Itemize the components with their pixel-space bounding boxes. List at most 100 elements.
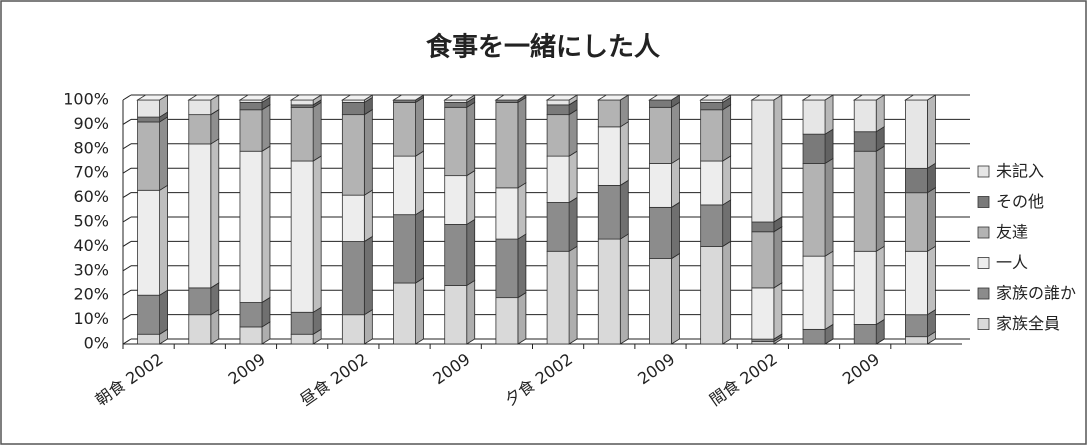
- bar-top: [136, 94, 169, 101]
- bar-top: [801, 94, 835, 101]
- bar-segment: [649, 163, 672, 208]
- bar-side: [824, 157, 834, 257]
- bar-segment: [393, 102, 416, 157]
- legend-label: 家族の誰か: [996, 284, 1076, 303]
- legend-label: その他: [996, 192, 1044, 211]
- legend-swatch: [977, 318, 990, 330]
- bar-segment: [597, 238, 621, 345]
- bar-side: [466, 169, 476, 226]
- bar-segment: [341, 314, 365, 345]
- bar-top: [750, 94, 784, 101]
- bar-side: [210, 282, 220, 316]
- bar-side: [517, 96, 527, 189]
- bar-side: [261, 145, 271, 304]
- y-tick-label: 40%: [73, 236, 109, 255]
- bar-side: [261, 104, 271, 152]
- bar-segment: [239, 302, 263, 328]
- bar-segment: [905, 167, 928, 194]
- bar-segment: [853, 150, 877, 252]
- bar-segment: [546, 114, 570, 157]
- bar-side: [363, 308, 373, 345]
- bar-segment: [188, 287, 212, 316]
- bar-segment: [546, 250, 570, 345]
- bar-side: [363, 108, 373, 196]
- grid-line-side: [122, 240, 132, 247]
- bar-segment: [546, 104, 570, 116]
- bar-side: [210, 108, 220, 145]
- bar-side: [619, 179, 629, 240]
- bar-segment: [853, 250, 877, 325]
- bar-side: [875, 145, 885, 253]
- bar-segment: [649, 206, 672, 260]
- bar-side: [773, 226, 783, 289]
- bar-segment: [751, 287, 775, 340]
- bar-side: [568, 196, 578, 253]
- bar-side: [466, 218, 476, 287]
- legend-swatch: [977, 257, 990, 269]
- grid-line-side: [122, 265, 132, 272]
- bar-segment: [802, 99, 826, 135]
- bar-side: [773, 94, 783, 223]
- bar-side: [517, 233, 527, 299]
- bar-segment: [751, 221, 775, 233]
- bar-side: [619, 233, 629, 345]
- bar-segment: [137, 99, 160, 118]
- bar-side: [927, 186, 936, 253]
- legend-label: 家族全員: [996, 314, 1060, 333]
- bar-side: [722, 240, 732, 345]
- legend-swatch: [977, 226, 990, 239]
- bar-top: [340, 94, 374, 101]
- bar-top: [187, 94, 221, 101]
- bar-segment: [341, 102, 365, 116]
- grid-line-side: [122, 314, 132, 321]
- bar-segment: [495, 102, 519, 189]
- bar-side: [159, 116, 168, 192]
- y-tick-label: 30%: [73, 260, 109, 279]
- legend-label: 一人: [996, 253, 1028, 272]
- bar-segment: [188, 99, 212, 116]
- bar-segment: [546, 99, 570, 106]
- bar-side: [210, 138, 220, 289]
- bar-side: [415, 208, 424, 284]
- bar-segment: [802, 133, 826, 164]
- y-tick-label: 50%: [73, 212, 109, 231]
- bar-segment: [239, 150, 263, 303]
- bar-top: [494, 94, 528, 101]
- bar-segment: [137, 121, 160, 191]
- bar-segment: [905, 192, 928, 252]
- bar-side: [722, 199, 732, 248]
- bar-segment: [444, 224, 468, 286]
- grid-line-side: [122, 289, 132, 296]
- bar-segment: [290, 333, 314, 345]
- bar-top: [545, 94, 579, 101]
- grid-line-side: [122, 192, 132, 199]
- bar-top: [904, 94, 937, 101]
- bar-segment: [546, 155, 570, 203]
- bar-segment: [444, 106, 468, 177]
- bar-side: [363, 235, 373, 316]
- bar-segment: [341, 114, 365, 196]
- bar-segment: [597, 184, 621, 240]
- bar-side: [927, 94, 936, 170]
- y-tick-label: 100%: [63, 90, 109, 109]
- bar-segment: [341, 194, 365, 242]
- bar-segment: [853, 99, 877, 133]
- bar-segment: [700, 109, 724, 162]
- bar-side: [722, 155, 732, 206]
- legend-swatch: [977, 165, 990, 178]
- bar-segment: [341, 241, 365, 316]
- bar-segment: [853, 324, 877, 345]
- bar-top: [392, 94, 425, 101]
- bar-segment: [239, 326, 263, 345]
- bar-segment: [905, 336, 928, 345]
- grid-line-side: [122, 167, 132, 174]
- bar-side: [824, 94, 834, 135]
- y-tick-label: 10%: [73, 309, 109, 328]
- grid-line-side: [122, 338, 132, 345]
- bar-side: [363, 189, 373, 243]
- bar-top: [238, 94, 272, 101]
- y-tick-label: 20%: [73, 285, 109, 304]
- bar-segment: [751, 99, 775, 223]
- bar-segment: [137, 294, 160, 335]
- bar-side: [927, 245, 936, 316]
